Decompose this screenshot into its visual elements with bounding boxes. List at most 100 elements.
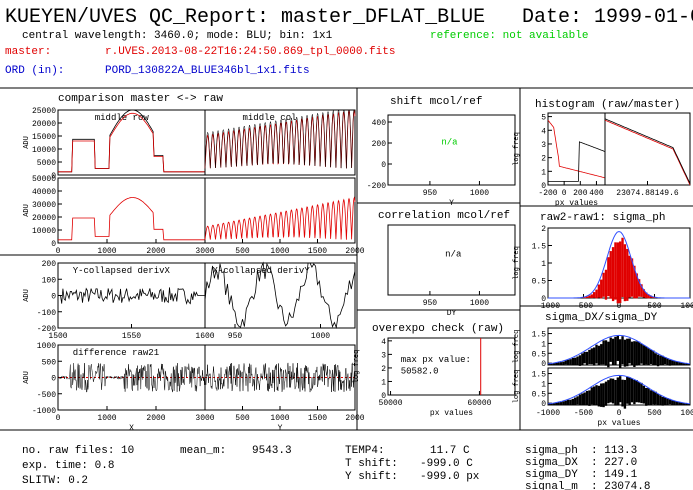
- hist-bar: [647, 294, 650, 299]
- hist-bar: [678, 402, 681, 405]
- x-tick-label: 950: [228, 332, 243, 341]
- hist-bar: [581, 353, 584, 366]
- y-label: log freq: [513, 330, 521, 364]
- hist-bar: [550, 363, 553, 366]
- hist-bar: [604, 381, 608, 406]
- hist-bar: [656, 394, 660, 406]
- hist-bar: [559, 402, 563, 406]
- section-title: raw2-raw1: sigma_ph: [540, 212, 665, 224]
- y-tick-label: 0.5: [532, 278, 547, 287]
- hist-bar: [637, 279, 641, 297]
- hist-bar: [656, 354, 660, 367]
- plot-note: middle col: [243, 113, 297, 123]
- plot-note: 50582.0: [401, 366, 439, 376]
- date: Date: 1999-01-01: [522, 6, 693, 29]
- x-tick-label: 2000: [146, 414, 165, 423]
- hist-bar: [588, 295, 591, 298]
- hist-bar: [616, 335, 619, 361]
- hist-bar: [626, 338, 629, 367]
- y-tick-label: 40000: [32, 188, 56, 197]
- hist-bar: [628, 377, 631, 406]
- hist-bar: [604, 269, 608, 300]
- hist-bar: [633, 265, 636, 299]
- y-tick-label: 0: [51, 375, 56, 384]
- y-tick-label: 0: [381, 161, 386, 170]
- y-tick-label: -500: [37, 391, 56, 400]
- hist-bar: [557, 362, 560, 365]
- hist-bar: [645, 387, 648, 406]
- hist-bar: [659, 355, 662, 366]
- hist-bar: [645, 292, 648, 299]
- sigma-dy: sigma_DY : 149.1: [525, 469, 638, 481]
- hist-bar: [666, 398, 669, 405]
- hist-bar: [602, 340, 605, 365]
- section-title: correlation mcol/ref: [378, 210, 510, 222]
- hist-bar: [571, 357, 575, 365]
- hist-bar: [682, 363, 686, 366]
- y-label: log freq: [513, 370, 521, 404]
- hist-bar: [609, 378, 612, 403]
- hist-bar: [619, 241, 622, 304]
- plot-note: X-collapsed derivY: [213, 266, 311, 276]
- hist-bar: [628, 338, 631, 364]
- x-label: Y: [449, 199, 454, 208]
- hist-bar: [562, 401, 565, 406]
- y-tick-label: -100: [37, 309, 56, 318]
- hist-bar: [642, 385, 646, 404]
- hist-bar: [642, 345, 646, 366]
- hist-bar: [588, 349, 591, 364]
- hist-bar: [590, 348, 593, 365]
- plot-note: difference raw21: [73, 348, 159, 358]
- hist-bar: [595, 289, 598, 299]
- tshift-label: T shift:: [345, 458, 398, 470]
- y-tick-label: -1000: [32, 407, 56, 416]
- hist-bar: [666, 358, 669, 366]
- hist-bar: [597, 385, 601, 407]
- y-tick-label: 5: [541, 114, 546, 123]
- hist-bar: [578, 394, 582, 405]
- raw-files: no. raw files: 10: [22, 445, 134, 457]
- hist-bar: [555, 362, 558, 365]
- plot-frame: [387, 114, 516, 186]
- y-tick-label: 1.5: [532, 243, 547, 252]
- hist-bar: [581, 393, 584, 405]
- x-tick-label: 1000: [470, 299, 489, 308]
- hist-bar: [614, 379, 617, 406]
- hist-bar: [647, 348, 650, 366]
- section-title: sigma_DX/sigma_DY: [545, 312, 658, 324]
- x-tick-label: 500: [647, 302, 662, 311]
- hist-bar: [630, 378, 634, 403]
- y-label: ADU: [23, 289, 31, 302]
- x-tick-label: 950: [423, 189, 438, 198]
- x-tick-label: 400: [589, 189, 604, 198]
- hist-bar: [614, 336, 617, 365]
- y-tick-label: 5000: [37, 159, 56, 168]
- y-tick-label: 1: [541, 340, 546, 349]
- x-tick-label: 500: [235, 414, 250, 423]
- sigma-dx: sigma_DX : 227.0: [525, 457, 637, 469]
- hist-bar: [583, 297, 586, 299]
- hist-bar: [611, 378, 615, 404]
- hist-bar: [645, 346, 648, 365]
- x-tick-label: 3000: [195, 247, 214, 256]
- curve: [204, 109, 356, 169]
- y-tick-label: 0: [381, 392, 386, 401]
- y-tick-label: 1000: [37, 342, 56, 351]
- y-tick-label: 0: [51, 172, 56, 181]
- hist-bar: [583, 351, 586, 364]
- y-tick-label: 0: [541, 400, 546, 409]
- curve: [547, 374, 691, 405]
- y-tick-label: 1: [381, 378, 386, 387]
- hist-bar: [557, 402, 560, 405]
- yshift-label: Y shift:: [345, 471, 398, 483]
- x-tick-label: 200: [573, 189, 588, 198]
- x-tick-label: 1000: [97, 414, 116, 423]
- hist-bar: [607, 257, 610, 297]
- x-tick-label: 1500: [308, 247, 327, 256]
- exp-time: exp. time: 0.8: [22, 460, 114, 472]
- y-label: log freq: [513, 246, 521, 280]
- section-title: histogram (raw/master): [535, 99, 680, 111]
- y-tick-label: 0.5: [532, 390, 547, 399]
- hist-bar: [652, 296, 655, 299]
- hist-bar: [637, 341, 641, 365]
